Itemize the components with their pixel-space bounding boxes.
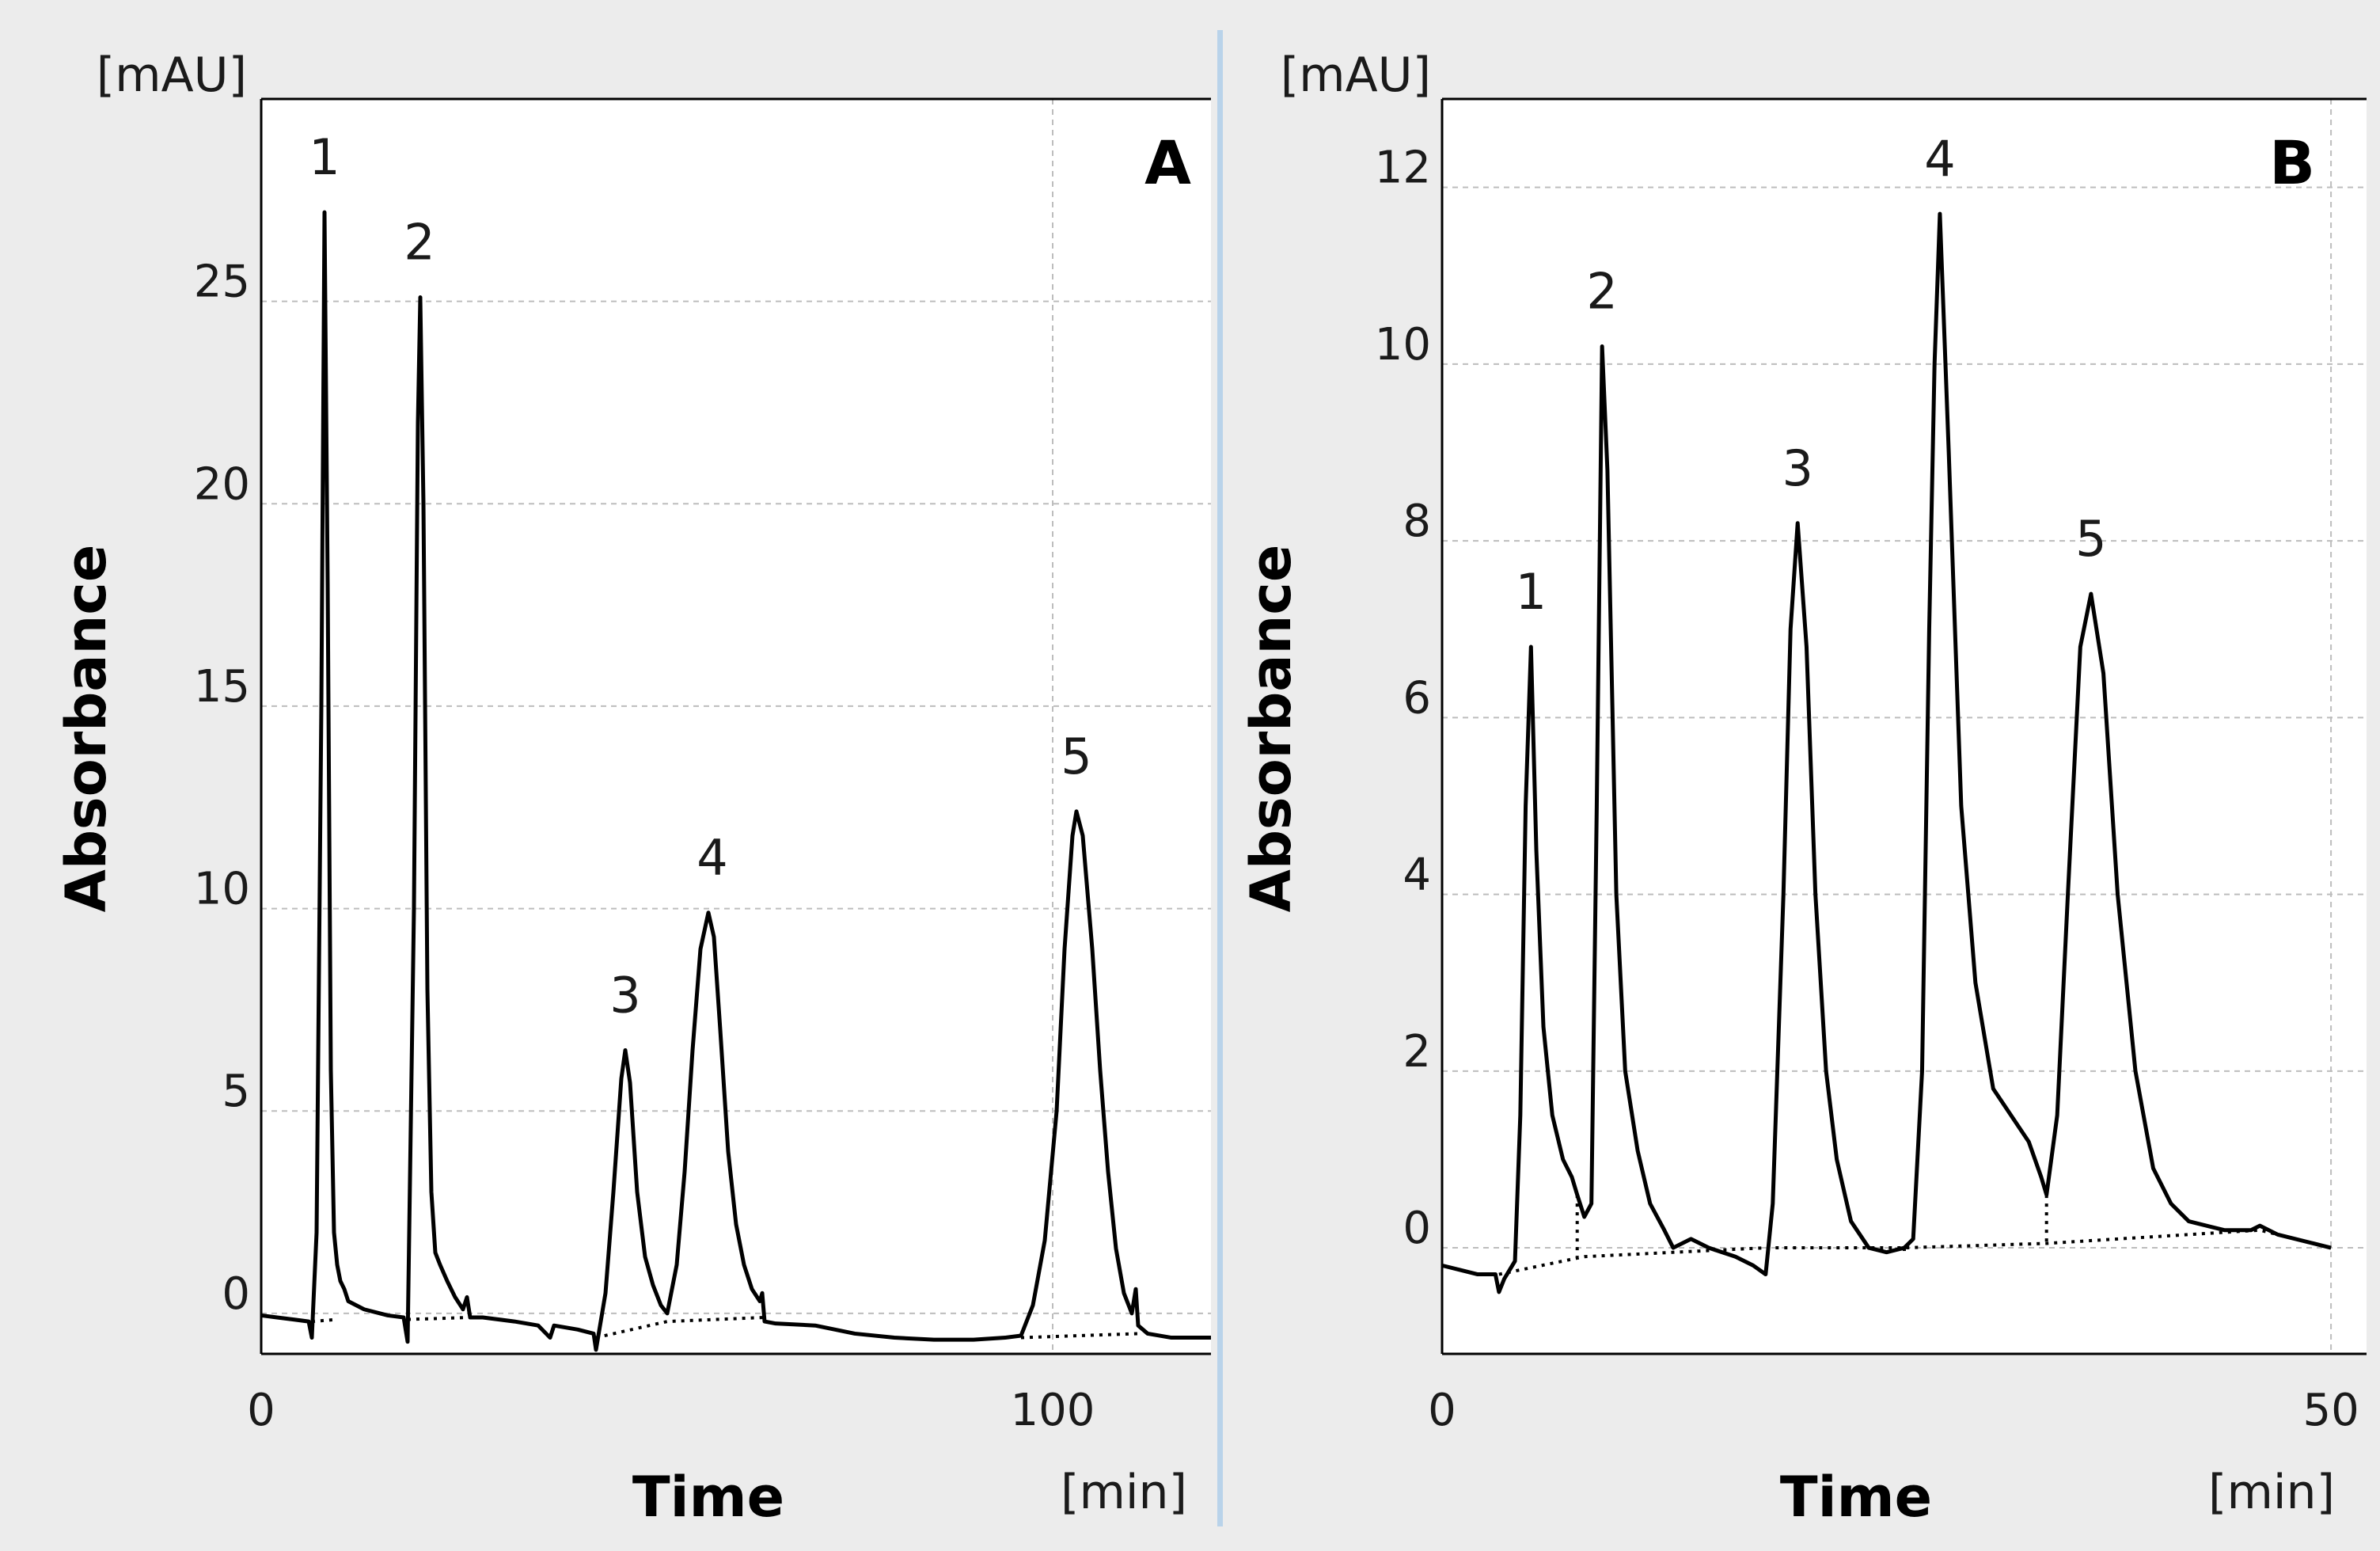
x-tick-label: 50: [2302, 1385, 2359, 1436]
x-tick-label: 100: [1011, 1385, 1095, 1436]
x-axis-title: Time: [632, 1465, 784, 1530]
peak-label: 1: [309, 128, 340, 186]
chromatogram-trace: [260, 210, 1211, 1352]
panel-letter: B: [2269, 127, 2315, 198]
y-unit-label: [mAU]: [97, 48, 247, 103]
panel-divider: [1217, 30, 1223, 1526]
plot-area: [261, 99, 1211, 1354]
chromatogram-trace: [1441, 211, 2332, 1294]
y-tick-label: 25: [194, 257, 250, 308]
y-axis-title: Absorbance: [54, 545, 119, 913]
y-axis-title: Absorbance: [1239, 545, 1304, 913]
panel-letter: A: [1144, 127, 1191, 198]
baseline-segment: [1020, 1332, 1139, 1340]
baseline-segment: [1498, 1228, 2332, 1276]
y-tick-label: 10: [194, 864, 250, 915]
y-tick-label: 4: [1403, 850, 1431, 901]
peak-label: 5: [1061, 728, 1091, 785]
y-tick-label: 6: [1403, 672, 1431, 724]
y-tick-label: 20: [194, 458, 250, 510]
peak-label: 3: [609, 967, 640, 1024]
peak-label: 3: [1782, 439, 1813, 497]
peak-label: 2: [1586, 263, 1617, 321]
peak-label: 4: [697, 829, 727, 887]
x-tick-label: 0: [1428, 1385, 1456, 1436]
x-axis-title: Time: [1780, 1465, 1932, 1530]
baseline-segment: [407, 1315, 471, 1321]
peak-label: 1: [1516, 563, 1547, 621]
y-tick-label: 8: [1403, 496, 1431, 547]
y-tick-label: 15: [194, 661, 250, 713]
peak-label: 2: [404, 214, 435, 272]
y-tick-label: 0: [1403, 1203, 1431, 1254]
y-tick-label: 12: [1375, 143, 1431, 194]
x-tick-label: 0: [247, 1385, 275, 1436]
y-unit-label: [mAU]: [1281, 48, 1431, 103]
x-unit-label: [min]: [2208, 1465, 2335, 1520]
y-tick-label: 10: [1375, 319, 1431, 371]
peak-label: 4: [1924, 130, 1955, 188]
plot-area: [1442, 99, 2367, 1354]
y-tick-label: 0: [222, 1268, 250, 1320]
y-tick-label: 2: [1403, 1026, 1431, 1078]
x-unit-label: [min]: [1061, 1465, 1187, 1520]
peak-label: 5: [2075, 510, 2106, 568]
y-tick-label: 5: [222, 1066, 250, 1117]
